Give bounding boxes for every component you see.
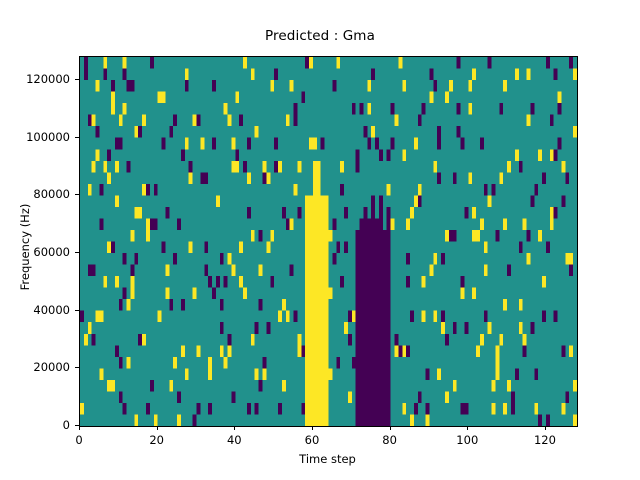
y-tick-label: 60000 [33,245,70,260]
x-tick-label: 0 [75,433,83,447]
y-tick-label: 120000 [26,72,70,87]
heatmap-plot-area [79,56,578,427]
x-tick-mark [79,426,80,430]
y-tick-mark [75,194,79,196]
x-tick-mark [156,426,158,430]
x-tick-label: 60 [304,433,320,447]
chart-title: Predicted : Gma [265,28,375,44]
y-tick-mark [75,425,79,426]
y-tick-label: 80000 [33,187,70,202]
y-tick-label: 100000 [26,129,70,144]
x-tick-label: 120 [533,433,556,447]
y-tick-mark [75,367,79,369]
y-tick-mark [75,309,79,311]
y-tick-mark [75,252,79,254]
x-tick-label: 40 [226,433,242,447]
heatmap-image [80,57,577,426]
y-tick-label: 20000 [33,360,70,375]
y-tick-mark [75,136,79,138]
x-tick-label: 100 [456,433,479,447]
x-tick-mark [311,426,313,430]
x-tick-label: 20 [149,433,164,447]
x-axis-label: Time step [299,452,356,466]
y-tick-mark [75,79,79,81]
y-tick-label: 40000 [33,302,70,317]
x-tick-mark [234,426,236,430]
x-tick-mark [467,426,469,430]
y-axis-label: Frequency (Hz) [18,203,32,291]
x-tick-mark [544,426,546,430]
y-tick-label: 0 [62,418,70,432]
x-tick-label: 80 [382,433,397,447]
x-tick-mark [389,426,391,430]
